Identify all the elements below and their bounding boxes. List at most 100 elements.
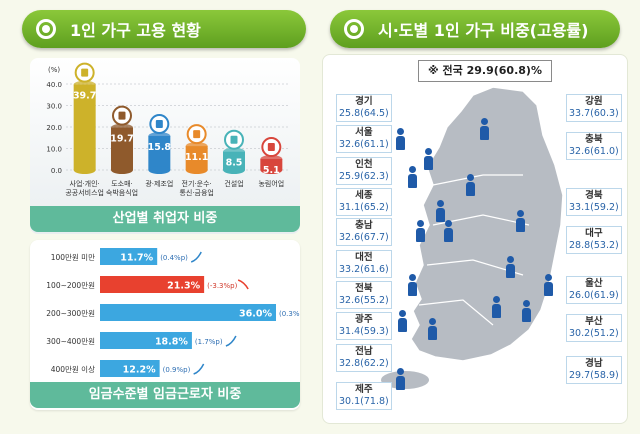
region-name: 대전	[355, 252, 373, 263]
bar-base	[223, 166, 245, 174]
data-label: 15.8	[148, 142, 172, 153]
region-label: 경기 25.8(64.5)	[336, 94, 392, 122]
region-name: 충남	[355, 220, 373, 231]
bar	[185, 146, 208, 170]
wage-category: 400만원 이상	[51, 364, 95, 374]
region-label: 인천 25.9(62.3)	[336, 157, 392, 185]
y-tick-label: 40.0	[46, 81, 62, 89]
industry-icon-glyph	[230, 135, 238, 144]
bar-base	[185, 166, 208, 174]
region-label: 대전 33.2(61.6)	[336, 250, 392, 278]
data-label: 39.7	[73, 91, 96, 102]
region-value: 30.2(51.2)	[569, 328, 619, 339]
region-label: 전남 32.8(62.2)	[336, 344, 392, 372]
korea-map	[381, 86, 564, 389]
bar-base	[260, 166, 283, 174]
region-value: 32.8(62.2)	[339, 358, 389, 369]
region-value: 33.7(60.3)	[569, 108, 619, 119]
wage-value-label: 21.3%	[167, 281, 200, 292]
trend-up-icon	[225, 335, 237, 347]
bar	[260, 159, 283, 170]
region-label: 서울 32.6(61.1)	[336, 125, 392, 153]
y-tick-label: 0.0	[51, 167, 62, 175]
person-icon	[436, 200, 445, 222]
region-label: 제주 30.1(71.8)	[336, 382, 392, 410]
region-value: 25.9(62.3)	[339, 171, 389, 182]
person-icon	[416, 220, 425, 242]
person-icon	[408, 274, 417, 296]
wage-bar	[100, 276, 205, 293]
person-icon	[444, 220, 453, 242]
x-tick-label: 전기·운수·	[182, 179, 212, 188]
region-value: 32.6(67.7)	[339, 232, 389, 243]
wage-value-label: 12.2%	[123, 365, 156, 376]
bar-base	[111, 166, 133, 174]
wage-value-label: 11.7%	[120, 253, 153, 264]
region-value: 31.1(65.2)	[339, 202, 389, 213]
wage-change-label: (0.3%p)	[279, 310, 300, 318]
person-icon	[544, 274, 553, 296]
region-name: 대구	[585, 228, 603, 239]
region-value: 25.8(64.5)	[339, 108, 389, 119]
bullet-icon	[36, 19, 56, 39]
person-icon	[424, 148, 433, 170]
region-name: 세종	[355, 190, 373, 201]
bar-top	[111, 123, 133, 132]
bar	[223, 151, 245, 170]
region-value: 32.6(61.0)	[569, 146, 619, 157]
region-name: 전북	[355, 283, 373, 294]
trend-up-icon	[193, 363, 205, 375]
wage-category: 100만원 미만	[51, 253, 95, 262]
wage-bar	[100, 304, 276, 321]
region-name: 강원	[585, 96, 603, 107]
region-label: 경남 29.7(58.9)	[566, 356, 622, 384]
region-name: 전남	[355, 346, 373, 357]
region-value: 32.6(55.2)	[339, 295, 389, 306]
bar-top	[185, 142, 208, 151]
y-tick-label: 10.0	[46, 146, 62, 154]
bar	[148, 136, 171, 170]
person-icon	[480, 118, 489, 140]
map-region-lines	[418, 174, 530, 326]
x-tick-label: 도소매·	[111, 180, 133, 188]
industry-icon-glyph	[267, 143, 275, 152]
bar	[111, 127, 133, 170]
right-title-text: 시·도별 1인 가구 비중(고용률)	[378, 21, 589, 40]
region-label: 경북 33.1(59.2)	[566, 188, 622, 216]
left-title: 1인 가구 고용 현황	[22, 10, 306, 48]
region-label: 전북 32.6(55.2)	[336, 281, 392, 309]
region-name: 경기	[355, 96, 373, 107]
industry-caption: 산업별 취업자 비중	[30, 206, 300, 232]
region-label: 충북 32.6(61.0)	[566, 132, 622, 160]
data-label: 19.7	[110, 134, 133, 145]
x-tick-label: 숙박음식업	[106, 188, 138, 197]
region-name: 광주	[355, 314, 373, 325]
y-tick-label: 30.0	[46, 103, 62, 111]
industry-icon-glyph	[118, 111, 126, 120]
person-icon	[516, 210, 525, 232]
wage-change-label: (1.7%p)	[195, 338, 223, 346]
region-name: 경북	[585, 190, 603, 201]
person-icon	[396, 128, 405, 150]
wage-value-label: 36.0%	[239, 309, 272, 320]
person-icon	[466, 174, 475, 196]
person-icon	[428, 318, 437, 340]
region-value: 28.8(53.2)	[569, 240, 619, 251]
industry-icon-glyph	[155, 120, 163, 129]
region-label: 세종 31.1(65.2)	[336, 188, 392, 216]
wage-category: 100~200만원	[46, 281, 95, 290]
data-label: 5.1	[263, 165, 280, 176]
bar	[73, 84, 96, 170]
region-label: 부산 30.2(51.2)	[566, 314, 622, 342]
bullet-icon	[344, 19, 364, 39]
region-value: 32.6(61.1)	[339, 139, 389, 150]
wage-category: 200~300만원	[46, 309, 95, 318]
x-tick-label: 건설업	[224, 179, 243, 188]
wage-value-label: 18.8%	[155, 337, 188, 348]
wage-change-label: (0.9%p)	[163, 366, 191, 374]
x-tick-label: 농림어업	[258, 179, 284, 188]
person-icon	[492, 296, 501, 318]
wage-change-label: (-3.3%p)	[207, 282, 237, 290]
wage-chart: 100만원 미만 11.7% (0.4%p) 100~200만원 21.3% (-3.3%…	[46, 248, 300, 377]
wage-bar	[100, 332, 192, 349]
